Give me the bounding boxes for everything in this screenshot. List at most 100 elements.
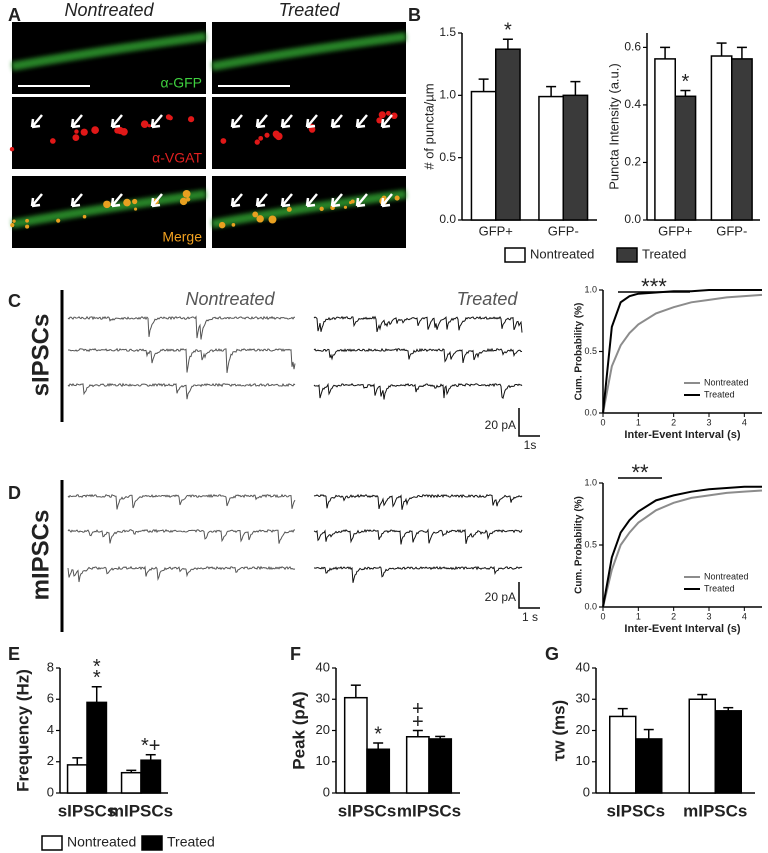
- x-tick-label: GFP+: [658, 223, 692, 238]
- scale-bar-label: 20 pA: [485, 418, 516, 432]
- y-tick-label: 0.0: [624, 212, 641, 226]
- x-tick-label: 4: [742, 611, 747, 621]
- annotation: **: [631, 460, 649, 485]
- y-tick-label: 0.5: [439, 150, 456, 164]
- panel-label: E: [8, 644, 20, 664]
- legend-swatch: [616, 247, 638, 263]
- x-tick-label: GFP-: [716, 223, 747, 238]
- y-axis-label: Cum. Probability (%): [574, 496, 585, 594]
- puncta: [147, 124, 151, 128]
- bar: [366, 748, 391, 794]
- y-tick-label: 6: [47, 691, 54, 706]
- arrow: [280, 114, 293, 129]
- annotation: ***: [641, 274, 667, 299]
- arrow: [110, 114, 123, 129]
- legend-label: Nontreated: [704, 571, 749, 581]
- arrow: [230, 193, 243, 208]
- puncta: [50, 138, 56, 144]
- arrow: [330, 193, 343, 208]
- puncta: [231, 223, 236, 227]
- legend-label: Treated: [704, 389, 735, 399]
- puncta: [319, 206, 324, 212]
- annotation: *: [504, 20, 512, 42]
- bar: [674, 95, 697, 221]
- puncta: [272, 130, 280, 138]
- bar: [731, 58, 753, 221]
- panel-label: G: [545, 644, 559, 664]
- micrograph: [212, 97, 406, 169]
- bar: [538, 95, 565, 221]
- bar: [343, 696, 368, 794]
- x-tick-label: sIPSCs: [606, 801, 665, 820]
- series-line: [602, 489, 763, 608]
- x-tick-label: 3: [706, 611, 711, 621]
- y-tick-label: 0.4: [624, 97, 641, 111]
- arrow: [380, 193, 393, 208]
- stain-label: α-VGAT: [152, 150, 202, 166]
- puncta: [254, 139, 260, 145]
- puncta: [376, 117, 383, 124]
- puncta: [25, 218, 29, 223]
- trace: [67, 493, 296, 510]
- puncta: [74, 129, 79, 134]
- x-axis-label: Inter-Event Interval (s): [624, 429, 740, 441]
- legend-swatch: [41, 835, 63, 851]
- y-tick-label: 1.5: [439, 25, 456, 39]
- puncta: [25, 224, 30, 229]
- puncta: [308, 126, 316, 133]
- trace: [313, 493, 523, 510]
- scale-bar: [518, 408, 540, 437]
- y-tick-label: 10: [316, 753, 330, 768]
- legend-label: Treated: [704, 583, 735, 593]
- bar: [654, 58, 676, 221]
- x-tick-label: GFP-: [548, 223, 579, 238]
- x-tick-label: 4: [742, 417, 747, 427]
- legend-swatch: [504, 247, 526, 263]
- row-label: sIPSCs: [27, 314, 54, 397]
- trace: [313, 315, 523, 333]
- x-tick-label: sIPSCs: [58, 801, 117, 820]
- annotation: *+: [141, 735, 160, 757]
- y-axis-label: Frequency (Hz): [13, 669, 32, 792]
- annotation: *: [93, 656, 101, 678]
- legend-label: Treated: [167, 834, 215, 850]
- series-line: [602, 293, 763, 414]
- trace: [314, 565, 523, 583]
- bar: [140, 759, 162, 794]
- arrow: [70, 114, 83, 129]
- puncta: [385, 110, 391, 116]
- bar: [609, 715, 637, 794]
- x-tick-label: GFP+: [479, 223, 513, 238]
- arrow: [255, 114, 268, 129]
- y-tick-label: 0: [47, 784, 54, 799]
- puncta: [220, 138, 227, 144]
- puncta: [286, 206, 292, 212]
- bar: [562, 94, 589, 221]
- x-tick-label: 2: [671, 417, 676, 427]
- puncta: [218, 221, 226, 229]
- series-line: [602, 289, 762, 414]
- y-tick-label: 40: [576, 659, 590, 674]
- trace: [313, 382, 523, 400]
- puncta: [134, 207, 138, 211]
- y-axis-label: Cum. Probability (%): [574, 303, 585, 401]
- y-tick-label: 0.0: [584, 407, 597, 417]
- scale-bar-label: 20 pA: [485, 590, 516, 604]
- annotation: *: [93, 667, 101, 689]
- puncta: [72, 134, 80, 142]
- dendrite: [11, 31, 207, 71]
- annotation: *: [374, 723, 382, 745]
- bar: [405, 736, 430, 794]
- scale-bar-label: 1s: [524, 438, 537, 452]
- y-tick-label: 30: [576, 691, 590, 706]
- legend-swatch: [141, 835, 163, 851]
- y-axis-label: τw (ms): [549, 700, 568, 761]
- trace: [68, 347, 296, 373]
- legend-label: Nontreated: [67, 834, 136, 850]
- stain-label: Merge: [162, 229, 202, 245]
- puncta: [182, 189, 191, 198]
- arrow: [255, 193, 268, 208]
- trace: [67, 528, 296, 544]
- panel-label: F: [290, 644, 301, 664]
